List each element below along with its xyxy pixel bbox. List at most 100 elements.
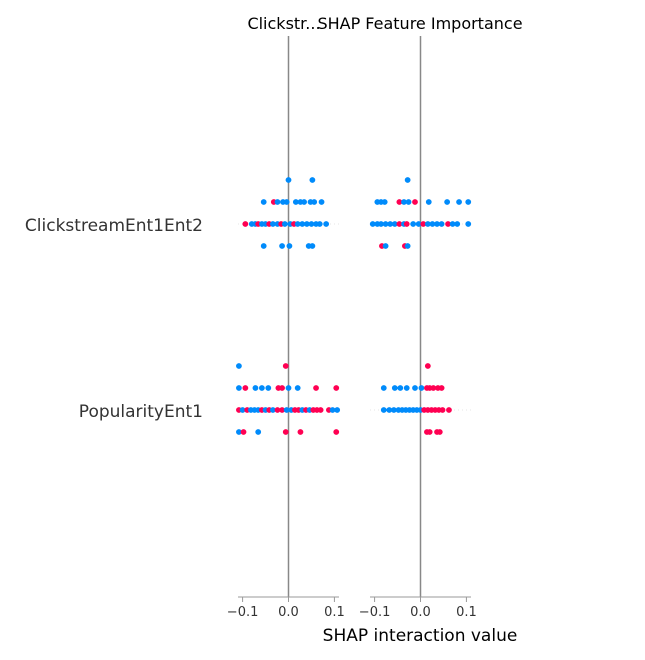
data-point [425, 199, 432, 205]
data-point [308, 221, 315, 227]
panels-layer: −0.1 0.0 0.1 −0.1 0.0 0.1 [227, 36, 477, 620]
x-tick-label: 0.1 [324, 605, 345, 620]
data-point [316, 221, 323, 227]
data-point [236, 429, 242, 435]
data-point [299, 221, 306, 227]
data-point [317, 407, 324, 413]
data-point [297, 429, 304, 435]
data-point [274, 199, 281, 205]
data-point [258, 385, 265, 391]
data-point [279, 385, 285, 391]
data-point [429, 221, 436, 227]
data-point [465, 221, 472, 227]
x-tick-label: −0.1 [227, 605, 259, 620]
data-point [424, 363, 431, 369]
data-point [396, 199, 403, 205]
data-point [301, 199, 308, 205]
data-point [386, 407, 393, 413]
data-point [274, 407, 281, 413]
x-tick-label: −0.1 [359, 605, 391, 620]
data-point [282, 363, 289, 369]
data-point [378, 221, 384, 227]
data-point [242, 221, 249, 227]
data-point [242, 385, 249, 391]
data-point [286, 243, 293, 249]
data-point [456, 199, 462, 205]
data-point [294, 221, 301, 227]
panel-2: −0.1 0.0 0.1 [359, 36, 477, 620]
data-point [318, 199, 325, 205]
data-point [446, 407, 452, 413]
data-point [334, 407, 341, 413]
data-point [439, 407, 446, 413]
data-point [397, 385, 404, 391]
data-point [255, 429, 262, 435]
data-point [390, 407, 397, 413]
data-point [396, 221, 403, 227]
data-point [285, 385, 292, 391]
data-point [412, 385, 418, 391]
x-tick-label: 0.0 [278, 605, 299, 620]
data-point [438, 221, 445, 227]
data-point [292, 199, 299, 205]
data-point [449, 221, 456, 227]
data-point [309, 177, 316, 183]
title-left: Clickstr... [247, 14, 320, 33]
data-point [454, 221, 461, 227]
data-point [283, 407, 290, 413]
data-point [387, 221, 394, 227]
data-point [391, 221, 398, 227]
data-point [381, 199, 388, 205]
data-point [444, 199, 451, 205]
data-point [391, 385, 398, 391]
data-point [403, 385, 410, 391]
data-point [240, 429, 247, 435]
data-point [283, 199, 290, 205]
data-point [445, 221, 451, 227]
data-point [329, 407, 336, 413]
data-point [426, 429, 433, 435]
data-point [309, 243, 316, 249]
data-point [380, 407, 387, 413]
data-point [260, 199, 267, 205]
data-point [415, 221, 422, 227]
data-point [281, 221, 288, 227]
data-point [424, 221, 431, 227]
data-point [438, 385, 445, 391]
data-point [279, 407, 285, 413]
feature-label-popularity: PopularityEnt1 [79, 402, 203, 422]
data-point [430, 385, 437, 391]
data-point [279, 243, 285, 249]
data-point [239, 407, 246, 413]
data-point [294, 385, 301, 391]
data-point [323, 221, 330, 227]
data-point [382, 243, 389, 249]
data-point [333, 385, 340, 391]
data-point [311, 199, 318, 205]
data-point [260, 243, 267, 249]
data-point [269, 407, 276, 413]
data-point [380, 385, 387, 391]
data-point [401, 199, 407, 205]
data-point [420, 221, 427, 227]
data-point [282, 429, 289, 435]
title-right: SHAP Feature Importance [317, 14, 522, 33]
data-point [403, 221, 410, 227]
data-point [418, 385, 425, 391]
data-point [333, 429, 340, 435]
x-axis-label: SHAP interaction value [323, 626, 518, 646]
data-point [252, 385, 259, 391]
data-point [369, 221, 376, 227]
x-tick-label: 0.0 [410, 605, 431, 620]
data-point [303, 221, 310, 227]
data-point [265, 385, 272, 391]
data-point [313, 385, 319, 391]
x-tick-label: 0.1 [456, 605, 477, 620]
data-point [236, 385, 242, 391]
data-point [404, 243, 411, 249]
data-point [382, 221, 389, 227]
data-point [410, 221, 417, 227]
data-point [436, 429, 443, 435]
